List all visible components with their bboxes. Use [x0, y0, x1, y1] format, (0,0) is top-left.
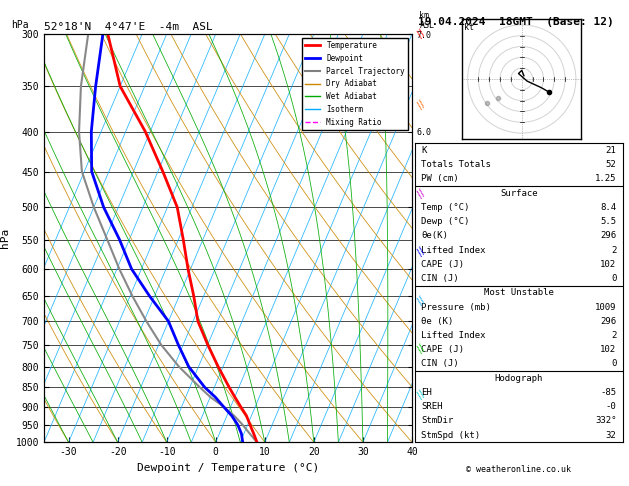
Text: 0: 0 — [611, 274, 616, 283]
Text: Pressure (mb): Pressure (mb) — [421, 303, 491, 312]
Text: hPa: hPa — [11, 20, 28, 30]
Text: 21: 21 — [606, 146, 616, 155]
Text: Surface: Surface — [500, 189, 538, 198]
Text: -0: -0 — [606, 402, 616, 411]
Text: Lifted Index: Lifted Index — [421, 245, 486, 255]
Text: //: // — [415, 389, 427, 401]
Text: 8.4: 8.4 — [600, 203, 616, 212]
Text: //: // — [415, 188, 427, 199]
Text: 52°18'N  4°47'E  -4m  ASL: 52°18'N 4°47'E -4m ASL — [44, 22, 213, 32]
Text: CAPE (J): CAPE (J) — [421, 260, 464, 269]
Text: 102: 102 — [600, 260, 616, 269]
Text: EH: EH — [421, 388, 432, 397]
Text: © weatheronline.co.uk: © weatheronline.co.uk — [467, 465, 571, 474]
Text: StmSpd (kt): StmSpd (kt) — [421, 431, 481, 440]
Text: //: // — [415, 99, 427, 111]
Text: θe(K): θe(K) — [421, 231, 448, 241]
Text: 102: 102 — [600, 345, 616, 354]
Text: 1.25: 1.25 — [595, 174, 616, 183]
Text: 296: 296 — [600, 317, 616, 326]
Text: 5.5: 5.5 — [600, 217, 616, 226]
Text: //: // — [415, 344, 427, 355]
Text: 32: 32 — [606, 431, 616, 440]
Text: //: // — [415, 28, 427, 40]
Text: 0: 0 — [611, 360, 616, 368]
Text: SREH: SREH — [421, 402, 443, 411]
Text: LCL: LCL — [416, 427, 431, 436]
Text: PW (cm): PW (cm) — [421, 174, 459, 183]
Text: 332°: 332° — [595, 417, 616, 425]
Text: StmDir: StmDir — [421, 417, 454, 425]
Text: Temp (°C): Temp (°C) — [421, 203, 470, 212]
Text: //: // — [415, 295, 427, 307]
Text: //: // — [415, 246, 427, 258]
Text: 2: 2 — [611, 245, 616, 255]
Text: km
ASL: km ASL — [420, 11, 435, 30]
Text: Dewp (°C): Dewp (°C) — [421, 217, 470, 226]
Y-axis label: Mixing Ratio (g/kg): Mixing Ratio (g/kg) — [437, 191, 446, 286]
Text: 52: 52 — [606, 160, 616, 169]
Text: CIN (J): CIN (J) — [421, 360, 459, 368]
Text: 1009: 1009 — [595, 303, 616, 312]
Text: 2: 2 — [611, 331, 616, 340]
Legend: Temperature, Dewpoint, Parcel Trajectory, Dry Adiabat, Wet Adiabat, Isotherm, Mi: Temperature, Dewpoint, Parcel Trajectory… — [302, 38, 408, 130]
Text: Lifted Index: Lifted Index — [421, 331, 486, 340]
Text: kt: kt — [464, 23, 474, 32]
Text: Totals Totals: Totals Totals — [421, 160, 491, 169]
X-axis label: Dewpoint / Temperature (°C): Dewpoint / Temperature (°C) — [137, 463, 319, 473]
Text: CAPE (J): CAPE (J) — [421, 345, 464, 354]
Text: 19.04.2024  18GMT  (Base: 12): 19.04.2024 18GMT (Base: 12) — [418, 17, 614, 27]
Text: θe (K): θe (K) — [421, 317, 454, 326]
Y-axis label: hPa: hPa — [0, 228, 10, 248]
Text: Most Unstable: Most Unstable — [484, 288, 554, 297]
Text: Hodograph: Hodograph — [495, 374, 543, 382]
Text: 296: 296 — [600, 231, 616, 241]
Text: CIN (J): CIN (J) — [421, 274, 459, 283]
Text: K: K — [421, 146, 426, 155]
Text: -85: -85 — [600, 388, 616, 397]
